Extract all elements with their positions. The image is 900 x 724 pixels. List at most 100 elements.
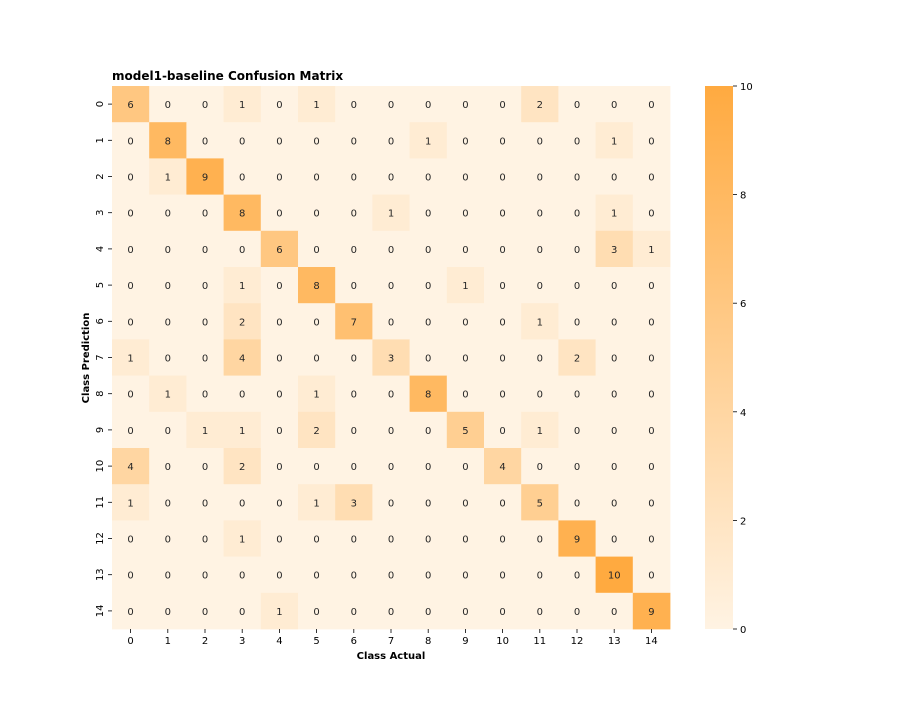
heatmap-cell [521,158,559,195]
cell-value-label: 0 [499,426,505,437]
heatmap-cell [149,303,187,340]
heatmap-cell [112,267,150,304]
cell-value-label: 0 [425,173,431,184]
cell-value-label: 0 [388,535,394,546]
cell-value-label: 0 [499,245,505,256]
cell-value-label: 1 [239,281,245,292]
heatmap-cell [409,520,448,557]
heatmap-cell [632,86,671,123]
cell-value-label: 1 [127,498,133,509]
heatmap-cell [223,520,262,557]
cell-value-label: 0 [574,100,580,111]
heatmap-cell [558,411,596,449]
heatmap-cell [186,448,224,485]
heatmap-cell [112,592,150,630]
heatmap-cell [595,267,634,304]
cell-value-label: 0 [388,426,394,437]
cell-value-label: 0 [648,498,654,509]
heatmap-cell [372,230,410,268]
cell-value-label: 0 [648,100,654,111]
heatmap-cell [595,448,634,485]
heatmap-cell [260,303,299,340]
heatmap-cell [298,194,336,232]
cell-value-label: 0 [202,607,208,618]
cell-value-label: 0 [239,571,245,582]
cell-value-label: 6 [127,100,133,111]
colorbar-tick-label: 8 [740,191,746,202]
heatmap-cell [484,556,522,594]
cell-value-label: 0 [202,498,208,509]
cell-value-label: 0 [462,317,468,328]
cell-value-label: 0 [425,209,431,220]
heatmap-cell [335,556,373,594]
colorbar: 0 2 4 6 8 10 [705,82,753,636]
heatmap-cell [112,122,150,159]
cell-value-label: 0 [276,462,282,473]
cell-value-label: 0 [462,390,468,401]
heatmap-cell [223,448,262,485]
heatmap-cell [409,267,448,304]
y-tick-label: 10 [95,460,106,473]
heatmap-cell [186,592,224,630]
heatmap-cell [446,484,485,521]
heatmap-cell [372,122,410,159]
heatmap-cell [409,86,448,123]
cell-value-label: 2 [537,100,543,111]
cell-value-label: 0 [462,245,468,256]
heatmap-cell [595,375,634,413]
heatmap-cell [260,86,299,123]
heatmap-cell [223,556,262,594]
x-tick-label: 14 [645,636,658,647]
heatmap-cell [260,375,299,413]
heatmap-cell [595,122,634,159]
y-tick-label: 0 [95,101,106,107]
cell-value-label: 0 [499,173,505,184]
heatmap-cell [484,158,522,195]
heatmap-cell [298,303,336,340]
heatmap-cell [446,194,485,232]
cell-value-label: 8 [239,209,245,220]
cell-value-label: 0 [388,390,394,401]
heatmap-cell [409,230,448,268]
heatmap-cell [335,194,373,232]
heatmap-cell [149,122,187,159]
heatmap-cell [372,86,410,123]
heatmap-cell [632,339,671,376]
heatmap-cell [446,592,485,630]
cell-value-label: 0 [648,281,654,292]
heatmap-cell [632,556,671,594]
colorbar-gradient [705,86,733,629]
heatmap-cell [260,556,299,594]
heatmap-cell [149,411,187,449]
heatmap-cell [409,556,448,594]
x-tick-label: 3 [239,636,245,647]
cell-value-label: 0 [276,390,282,401]
heatmap-cell [372,158,410,195]
cell-value-label: 0 [462,498,468,509]
heatmap-cell [409,448,448,485]
heatmap-cell [632,520,671,557]
cell-value-label: 0 [202,390,208,401]
heatmap-cell [372,484,410,521]
heatmap-cell [558,267,596,304]
cell-value-label: 9 [648,607,654,618]
cell-value-label: 0 [611,498,617,509]
chart-title: model1-baseline Confusion Matrix [112,69,343,83]
cell-value-label: 0 [351,136,357,147]
heatmap-cell [558,303,596,340]
cell-value-label: 0 [574,462,580,473]
heatmap-cell [260,194,299,232]
heatmap-cell [632,375,671,413]
cell-value-label: 1 [127,354,133,365]
cell-value-label: 0 [425,281,431,292]
heatmap-cell-labels: 6 0 0 1 0 1 0 0 0 0 0 2 0 0 00 8 0 0 0 0 0 0 1 0 0 0 0 1 00 1 9 0 0 0 0 0 0 0… [127,100,654,618]
cell-value-label: 0 [165,100,171,111]
cell-value-label: 1 [239,100,245,111]
cell-value-label: 0 [127,281,133,292]
heatmap-cell [186,484,224,521]
cell-value-label: 0 [537,173,543,184]
cell-value-label: 0 [462,100,468,111]
cell-value-label: 0 [127,426,133,437]
heatmap-cell [260,592,299,630]
cell-value-label: 0 [165,426,171,437]
